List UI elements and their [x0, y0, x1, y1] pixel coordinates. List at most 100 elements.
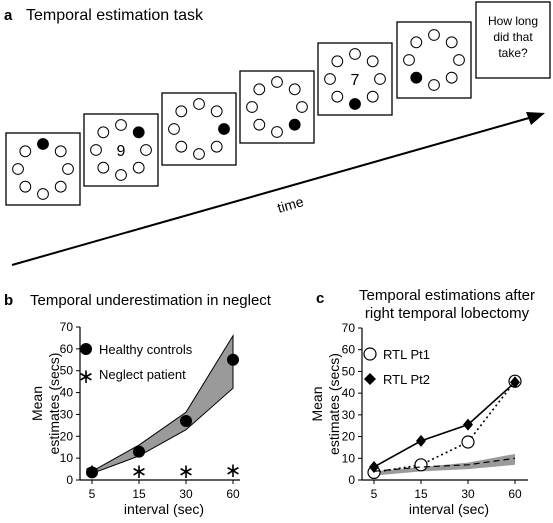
x-tick-label: 5	[371, 487, 378, 501]
ring-dot	[374, 73, 386, 85]
ring-dot	[210, 140, 223, 153]
ring-dot	[168, 123, 180, 135]
y-tick-label: 20	[60, 429, 74, 443]
data-point	[416, 434, 426, 447]
x-tick-label: 30	[179, 487, 193, 501]
y-tick-label: 50	[60, 364, 74, 378]
y-tick-label: 0	[348, 473, 355, 487]
y-tick-label: 10	[342, 451, 356, 465]
series-line	[373, 381, 516, 468]
legend-label: RTL Pt1	[383, 347, 430, 362]
ring-dot	[132, 161, 145, 174]
panel-c-letter: c	[316, 290, 324, 307]
panel-b-title: Temporal underestimation in neglect	[30, 292, 272, 309]
data-point	[510, 376, 520, 389]
panel-c-title-line-1: Temporal estimations after	[359, 287, 535, 304]
data-point	[414, 458, 428, 472]
ring-dot	[445, 71, 458, 84]
y-tick-label: 40	[342, 386, 356, 400]
x-axis-label: interval (sec)	[124, 501, 204, 517]
ring-dot	[97, 126, 110, 139]
data-point	[227, 353, 239, 366]
y-axis-label: estimates (secs)	[326, 353, 342, 455]
y-tick-label: 20	[342, 430, 356, 444]
y-tick-label: 60	[342, 343, 356, 357]
ring-dot	[331, 55, 344, 68]
y-axis-label: Mean	[309, 386, 325, 421]
ring-dot	[246, 101, 258, 113]
ring-dot	[271, 126, 283, 138]
ring-dot	[366, 90, 379, 103]
y-tick-label: 0	[66, 473, 73, 487]
ring-dot	[175, 140, 188, 153]
time-arrow-line	[11, 115, 537, 266]
ring-dot	[193, 148, 205, 160]
ring-dot	[271, 76, 283, 88]
control-range-band	[374, 453, 515, 476]
ring-dot	[193, 98, 205, 110]
target-dot	[410, 71, 423, 84]
y-tick-label: 30	[342, 408, 356, 422]
data-point	[86, 466, 98, 479]
x-tick-label: 5	[89, 487, 96, 501]
ring-dot	[253, 83, 266, 96]
data-point	[463, 418, 473, 431]
ring-dot	[403, 54, 415, 66]
question-line-2: did that	[493, 30, 533, 44]
legend-marker: ∗	[78, 366, 95, 388]
y-tick-label: 30	[60, 407, 74, 421]
panel-a-title: Temporal estimation task	[26, 7, 204, 24]
data-point: ∗	[84, 461, 101, 483]
x-tick-label: 60	[226, 487, 240, 501]
ring-dot	[54, 180, 67, 193]
ring-dot	[115, 119, 127, 131]
y-tick-label: 10	[60, 451, 74, 465]
ring-dot	[140, 144, 152, 156]
y-axis-label: estimates (secs)	[46, 353, 62, 455]
y-tick-label: 60	[60, 342, 74, 356]
panel-a: a Temporal estimation task time 97 How l…	[4, 1, 551, 266]
y-tick-label: 70	[60, 320, 74, 334]
y-tick-label: 70	[342, 321, 356, 335]
frame-digit: 9	[117, 143, 126, 160]
x-tick-label: 15	[132, 487, 146, 501]
ring-dot	[175, 105, 188, 118]
panel-c-title-line-2: right temporal lobectomy	[365, 305, 530, 322]
ring-dot	[115, 169, 127, 181]
y-axis-label: Mean	[29, 386, 45, 421]
y-tick-label: 50	[342, 364, 356, 378]
data-point: ∗	[225, 460, 242, 482]
question-line-1: How long	[488, 14, 538, 28]
ring-dot	[453, 54, 465, 66]
ring-dot	[62, 163, 74, 175]
ring-dot	[12, 163, 24, 175]
data-point	[133, 445, 145, 458]
x-tick-label: 60	[508, 487, 522, 501]
ring-dot	[428, 79, 440, 91]
frame-digit: 7	[351, 72, 360, 89]
x-axis-label: interval (sec)	[409, 501, 489, 517]
legend-label: RTL Pt2	[383, 372, 430, 387]
panel-c: c Temporal estimations after right tempo…	[309, 287, 535, 517]
panel-b: b Temporal underestimation in neglect 0 1…	[4, 292, 272, 517]
target-dot	[349, 98, 361, 110]
ring-dot	[428, 29, 440, 41]
ring-dot	[288, 83, 301, 96]
ring-dot	[54, 145, 67, 158]
ring-dot	[19, 180, 32, 193]
legend-label: Neglect patient	[99, 367, 186, 382]
target-dot	[37, 138, 49, 150]
data-point: ∗	[178, 461, 195, 483]
chart-b: 0 10 20 30 40 50 60 70 5 15 30 60 interval (sec) Mean…	[29, 320, 241, 517]
control-range-band	[91, 333, 234, 475]
ring-dot	[296, 101, 308, 113]
question-frame	[475, 1, 551, 79]
legend-marker	[364, 373, 376, 385]
x-tick-label: 15	[414, 487, 428, 501]
data-point: ∗	[131, 461, 148, 483]
chart-c: 0 10 20 30 40 50 60 70 5 15 30 60 interval (sec) Mean…	[309, 321, 528, 517]
time-label: time	[275, 193, 305, 216]
ring-dot	[410, 36, 423, 49]
data-point	[461, 435, 475, 449]
